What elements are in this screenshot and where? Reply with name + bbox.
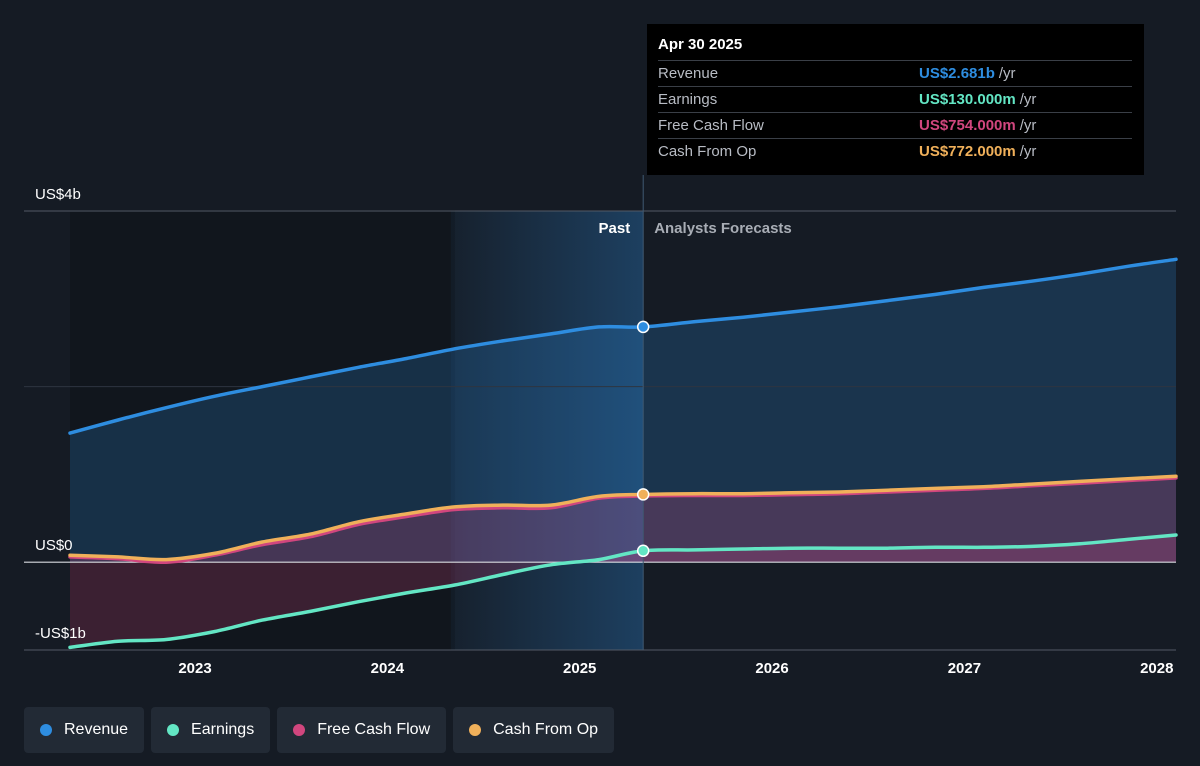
series-lines xyxy=(68,257,1178,650)
tooltip-unit: /yr xyxy=(998,65,1016,82)
line-earnings xyxy=(68,533,1178,650)
past-highlight-region xyxy=(450,211,644,650)
tooltip-label: Cash From Op xyxy=(658,143,757,160)
tooltip: Apr 30 2025 Revenue US$2.681b /yr Earnin… xyxy=(647,24,1144,175)
marker-cash-from-op xyxy=(636,488,650,501)
forecast-label: Analysts Forecasts xyxy=(654,220,792,237)
tooltip-unit: /yr xyxy=(1019,117,1037,134)
tooltip-value: US$130.000m xyxy=(919,91,1016,108)
x-tick-label: 2023 xyxy=(178,660,211,677)
legend-label: Revenue xyxy=(64,721,129,738)
area-revenue xyxy=(70,259,1176,563)
tooltip-row-free-cash-flow: Free Cash Flow US$754.000m /yr xyxy=(658,112,1132,138)
legend-dot-icon xyxy=(167,724,180,736)
chart: Past Analysts Forecasts US$4bUS$0-US$1b … xyxy=(24,175,1178,677)
legend-dot-icon xyxy=(40,724,52,736)
legend-dot-icon xyxy=(469,724,482,736)
tooltip-date: Apr 30 2025 xyxy=(658,36,743,53)
tooltip-unit: /yr xyxy=(1019,143,1037,160)
marker-earnings xyxy=(636,544,650,558)
grid-lines xyxy=(24,210,1176,651)
area-earnings xyxy=(70,535,1176,648)
x-tick-label: 2027 xyxy=(948,660,981,677)
line-revenue xyxy=(68,257,1178,435)
series-areas xyxy=(70,259,1176,648)
tooltip-label: Revenue xyxy=(658,65,719,82)
past-region-shade xyxy=(70,210,455,650)
tooltip-value: US$2.681b xyxy=(919,65,995,82)
legend-label: Earnings xyxy=(191,721,255,738)
x-axis-labels: 2023 2024 2025 2026 2027 2028 xyxy=(178,660,1173,677)
y-axis-labels: US$4b US$0 -US$1b xyxy=(35,186,86,642)
tooltip-label: Free Cash Flow xyxy=(658,117,764,134)
legend-item-earnings[interactable]: Earnings xyxy=(151,707,271,753)
tooltip-row-revenue: Revenue US$2.681b /yr xyxy=(658,60,1132,86)
past-label: Past xyxy=(599,220,631,237)
x-tick-label: 2026 xyxy=(755,660,788,677)
hover-markers xyxy=(636,320,650,558)
area-cash-from-op xyxy=(70,476,1176,563)
y-tick-label: US$4b xyxy=(35,186,81,203)
x-tick-label: 2025 xyxy=(563,660,596,677)
legend-item-revenue[interactable]: Revenue xyxy=(24,707,145,753)
marker-revenue xyxy=(636,320,650,334)
tooltip-row-earnings: Earnings US$130.000m /yr xyxy=(658,86,1132,112)
y-tick-label: US$0 xyxy=(35,537,73,554)
legend-label: Cash From Op xyxy=(493,721,599,738)
tooltip-value: US$772.000m xyxy=(919,143,1016,160)
tooltip-value: US$754.000m xyxy=(919,117,1016,134)
x-tick-label: 2028 xyxy=(1140,660,1173,677)
y-tick-label: -US$1b xyxy=(35,625,86,642)
x-tick-label: 2024 xyxy=(371,660,405,677)
legend-item-free-cash-flow[interactable]: Free Cash Flow xyxy=(277,707,447,753)
legend-dot-icon xyxy=(293,724,306,736)
line-cash-from-op xyxy=(68,474,1178,562)
tooltip-unit: /yr xyxy=(1019,91,1037,108)
legend-label: Free Cash Flow xyxy=(317,721,431,738)
tooltip-row-cash-from-op: Cash From Op US$772.000m /yr xyxy=(658,138,1132,164)
tooltip-label: Earnings xyxy=(658,91,718,108)
legend-item-cash-from-op[interactable]: Cash From Op xyxy=(453,707,615,753)
legend: Revenue Earnings Free Cash Flow Cash Fro… xyxy=(24,707,615,753)
